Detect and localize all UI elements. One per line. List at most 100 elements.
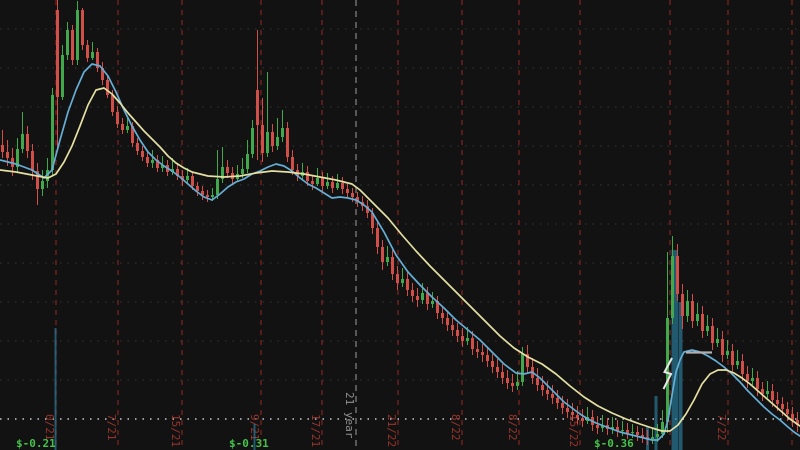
candle-body — [506, 378, 509, 383]
candle-body — [56, 10, 59, 97]
candle-body — [396, 274, 399, 283]
candle-body — [616, 427, 619, 431]
candle — [766, 381, 769, 398]
candle-body — [481, 352, 484, 355]
candle-body — [696, 314, 699, 321]
candle-body — [476, 349, 479, 352]
candle-body — [461, 336, 464, 341]
candle-body — [581, 418, 584, 421]
candle-body — [101, 68, 104, 80]
candle-body — [546, 390, 549, 394]
candle-body — [51, 95, 54, 170]
candle — [256, 30, 259, 160]
candle-body — [266, 132, 269, 153]
candle — [206, 190, 209, 202]
candle-body — [791, 414, 794, 420]
candle-body — [281, 128, 284, 137]
candle — [246, 140, 249, 173]
candle-body — [516, 382, 519, 386]
candle-body — [246, 154, 249, 169]
date-label: 8/22 — [506, 414, 519, 441]
candle-body — [121, 124, 124, 130]
candle — [26, 126, 29, 158]
candle — [91, 42, 94, 60]
candle — [51, 88, 54, 175]
candle-body — [596, 425, 599, 428]
candle-body — [21, 134, 24, 149]
candle — [506, 370, 509, 389]
candle-body — [196, 186, 199, 191]
candle — [56, 0, 59, 150]
candle-body — [401, 279, 404, 283]
eps-labels: $-0.21 $-0.31 $-0.36 — [16, 437, 634, 450]
candle-body — [321, 178, 324, 186]
candle-body — [156, 160, 159, 168]
candle — [666, 252, 669, 433]
candle-body — [771, 391, 774, 400]
candle-body — [556, 398, 559, 403]
candle-body — [91, 52, 94, 58]
candle-body — [16, 149, 19, 167]
candle-body — [366, 206, 369, 213]
candle-body — [561, 403, 564, 408]
candle — [16, 138, 19, 172]
candle-body — [371, 213, 374, 228]
candle-body — [611, 427, 614, 429]
candle — [31, 144, 34, 180]
candle — [66, 22, 69, 60]
candle — [261, 98, 264, 162]
candle-body — [356, 197, 359, 202]
candle — [71, 25, 74, 65]
candle — [356, 192, 359, 207]
candle-body — [226, 167, 229, 173]
candle-body — [326, 182, 329, 186]
candle — [511, 374, 514, 392]
candle-body — [136, 143, 139, 151]
candle — [476, 341, 479, 358]
candle-body — [41, 181, 44, 189]
candle-body — [256, 90, 259, 125]
candle-body — [681, 294, 684, 316]
ma-fast-cyan-line — [0, 63, 800, 441]
candle-body — [601, 425, 604, 428]
candle-body — [286, 128, 289, 157]
candle — [21, 112, 24, 153]
candle — [536, 368, 539, 391]
candle-body — [751, 378, 754, 381]
candle — [546, 381, 549, 400]
candle-body — [671, 256, 674, 318]
candle-body — [111, 95, 114, 112]
date-label: 15/21 — [169, 414, 182, 447]
candle — [641, 428, 644, 443]
candle-body — [311, 181, 314, 184]
candle-body — [431, 301, 434, 304]
date-label: 17/21 — [309, 414, 322, 447]
candle — [121, 118, 124, 134]
candle — [86, 40, 89, 62]
candle-body — [96, 52, 99, 68]
candle — [616, 420, 619, 437]
candle-body — [736, 361, 739, 365]
candle-body — [241, 169, 244, 174]
candle — [681, 284, 684, 329]
candle-body — [131, 126, 134, 143]
volume-spike-bar — [654, 396, 658, 450]
candle-body — [486, 355, 489, 361]
candle-body — [106, 80, 109, 95]
candle-body — [466, 338, 469, 341]
candle — [156, 155, 159, 172]
candle-body — [526, 354, 529, 367]
candle — [571, 403, 574, 421]
candle — [266, 72, 269, 157]
candle — [386, 246, 389, 266]
candle — [721, 331, 724, 362]
candle-body — [346, 189, 349, 193]
candle-body — [31, 151, 34, 171]
candle-body — [176, 169, 179, 176]
candle — [321, 172, 324, 191]
candle-body — [571, 412, 574, 415]
candle — [726, 340, 729, 359]
candle-body — [261, 125, 264, 153]
